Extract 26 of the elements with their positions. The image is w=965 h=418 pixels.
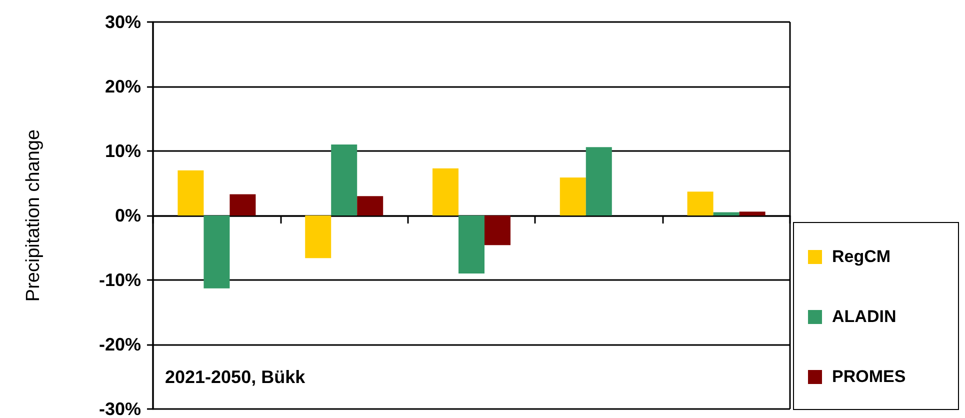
bar bbox=[458, 216, 484, 274]
y-axis-title: Precipitation change bbox=[23, 129, 44, 302]
bar bbox=[357, 196, 384, 216]
bar bbox=[204, 216, 230, 288]
bar bbox=[331, 144, 358, 216]
bar bbox=[560, 177, 586, 216]
bar bbox=[230, 194, 256, 216]
y-tick-label: 0% bbox=[114, 206, 141, 226]
y-tick-label: 10% bbox=[104, 141, 141, 161]
bar bbox=[178, 170, 204, 216]
y-tick-label: -20% bbox=[98, 334, 141, 354]
bar bbox=[586, 147, 612, 216]
legend-label: RegCM bbox=[832, 247, 891, 267]
bar bbox=[713, 212, 740, 216]
bar bbox=[687, 192, 714, 216]
y-tick-label: -10% bbox=[98, 270, 141, 290]
bar bbox=[484, 216, 510, 246]
bar bbox=[432, 168, 458, 216]
y-tick-label: 30% bbox=[104, 12, 141, 32]
y-tick-label: -30% bbox=[98, 399, 141, 418]
bar bbox=[739, 212, 766, 216]
legend-label: ALADIN bbox=[832, 307, 896, 327]
legend-label: PROMES bbox=[832, 367, 906, 387]
y-tick-label: 20% bbox=[104, 76, 141, 96]
annotation: 2021-2050, Bükk bbox=[165, 367, 306, 387]
bar bbox=[305, 216, 332, 258]
